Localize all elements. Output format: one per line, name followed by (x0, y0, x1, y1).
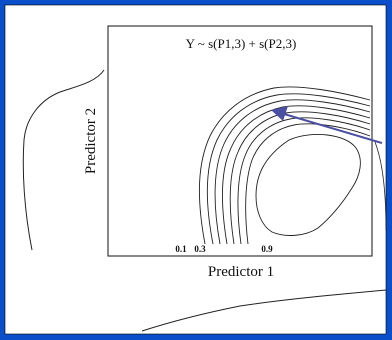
contour-line (206, 93, 371, 245)
contour-line (222, 105, 371, 245)
contour-line (237, 117, 371, 245)
plot-frame (107, 25, 373, 257)
contour-lines (199, 86, 371, 245)
contour-line (199, 86, 371, 245)
x-axis-label: Predictor 1 (208, 264, 274, 280)
model-formula: Y ~ s(P1,3) + s(P2,3) (186, 36, 297, 51)
contour-line (229, 111, 371, 245)
outer-curve-bottom (141, 289, 387, 332)
outer-curve-right (374, 141, 387, 231)
outer-curve-left (22, 69, 105, 251)
contour-line (245, 123, 371, 245)
annotation-arrow (271, 106, 383, 144)
contour-label: 0.3 (194, 244, 206, 254)
contour-line-inner (255, 134, 361, 236)
contour-label: 0.1 (175, 244, 187, 254)
y-axis-label: Predictor 2 (83, 108, 99, 174)
contour-line (214, 99, 371, 245)
contour-label: 0.9 (261, 244, 273, 254)
